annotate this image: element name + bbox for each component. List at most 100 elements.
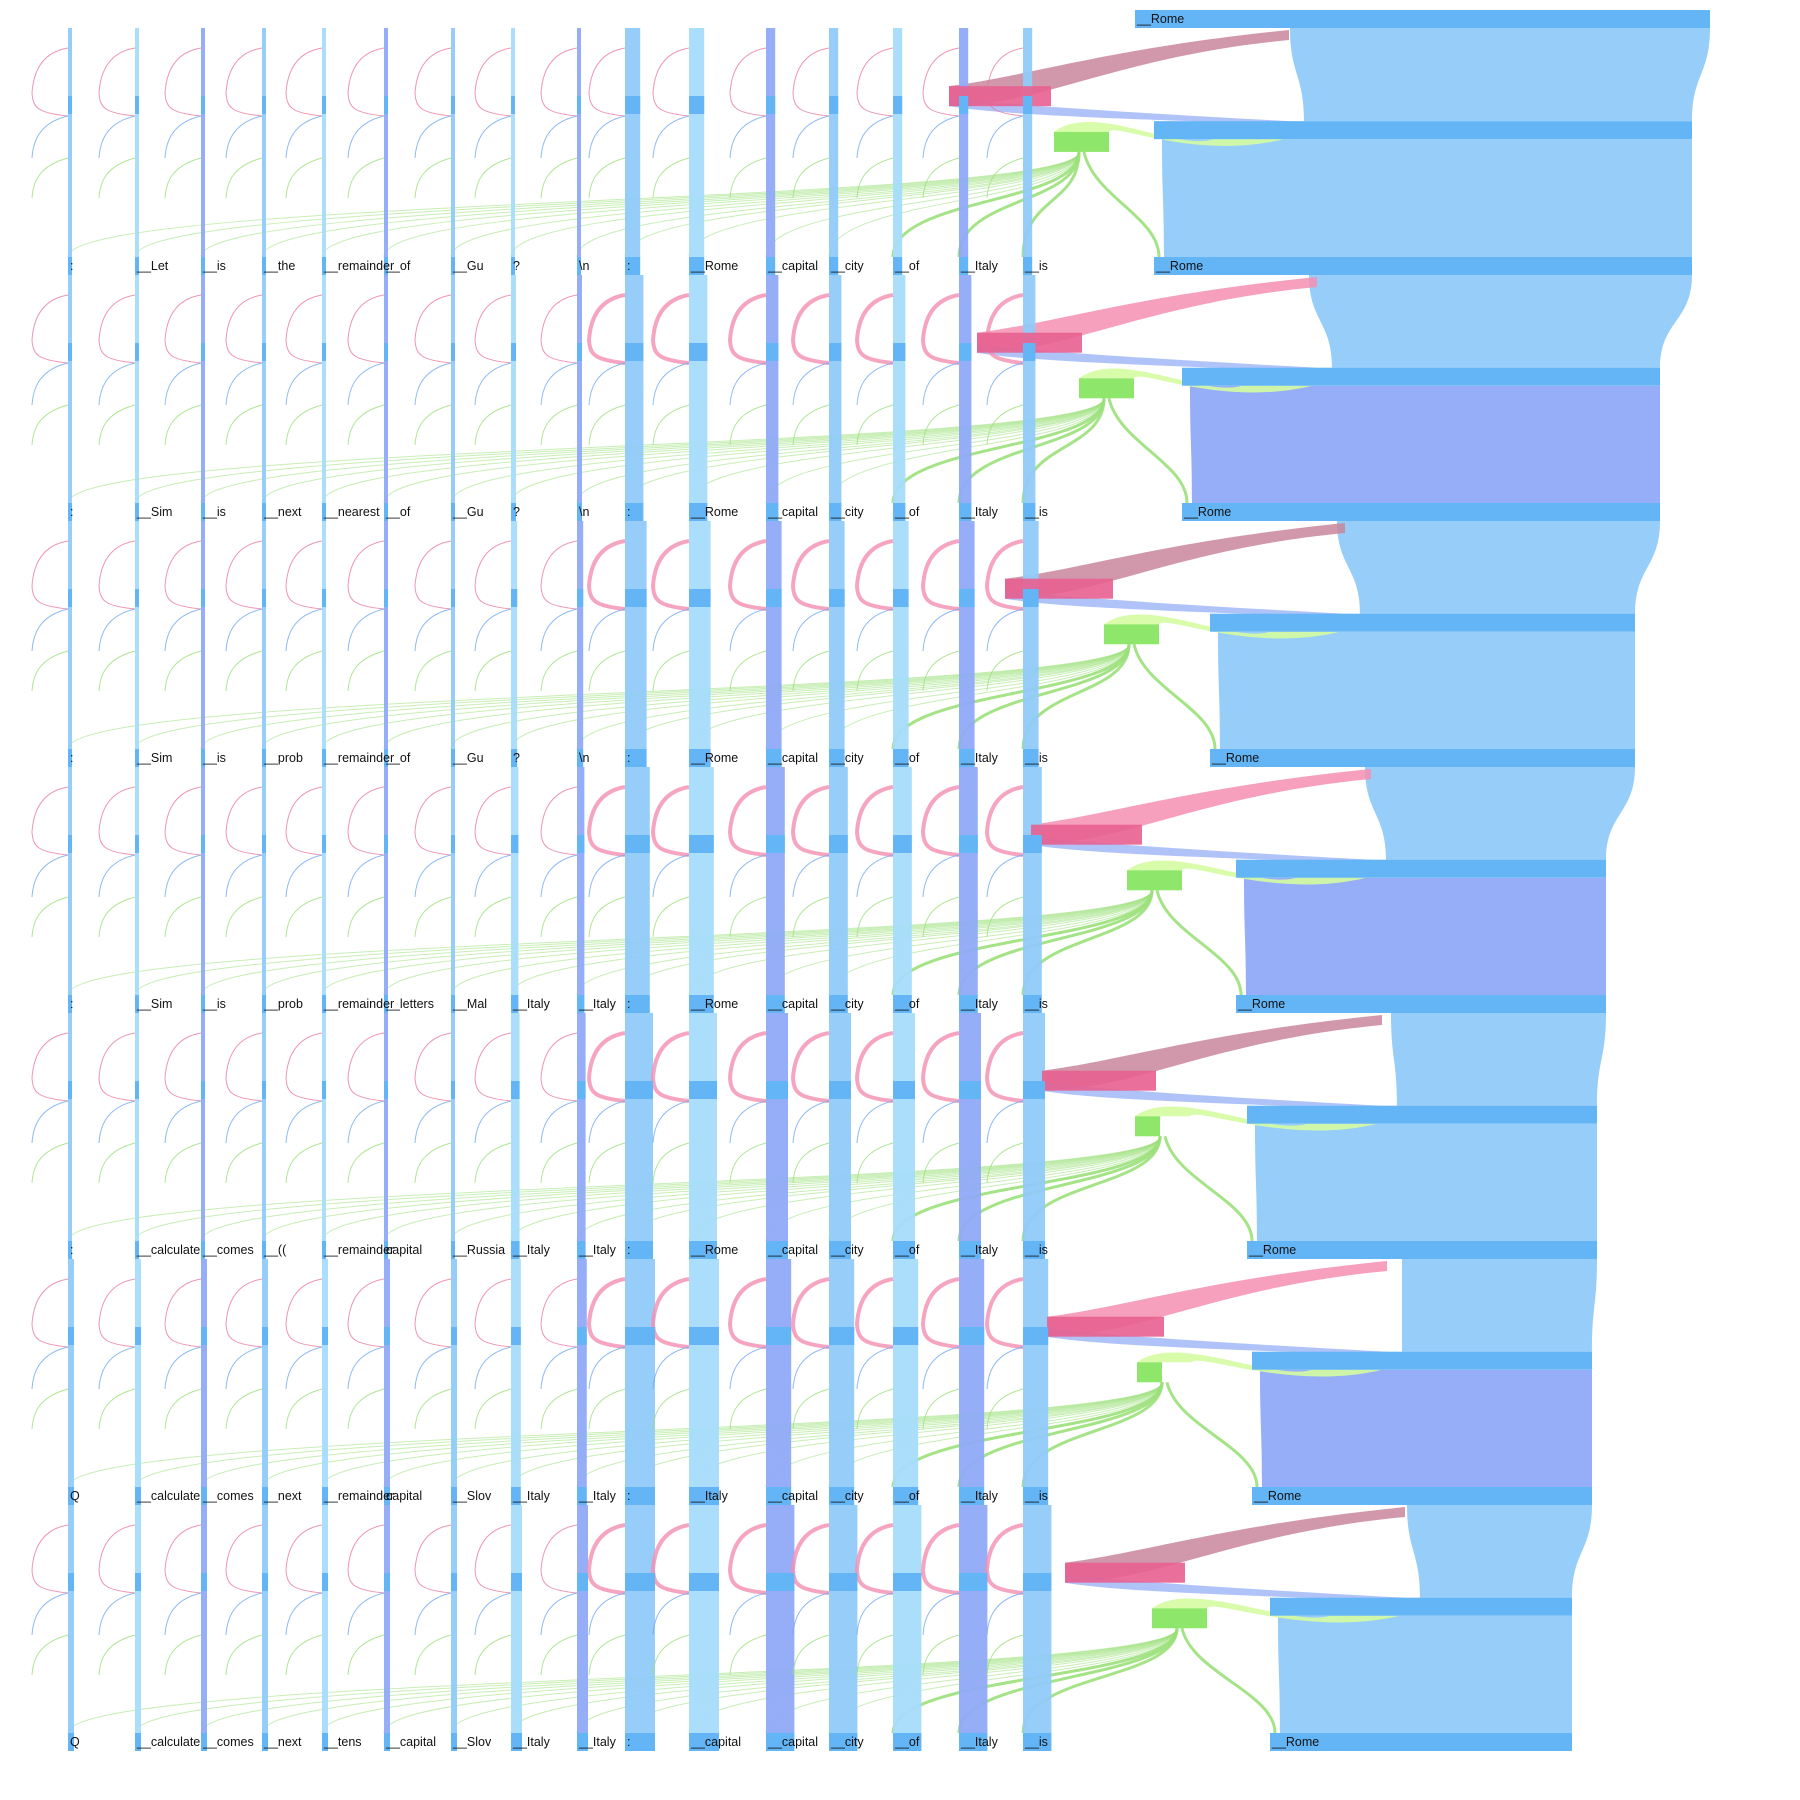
- token-attention-return: [588, 854, 626, 898]
- token-node: [511, 257, 515, 275]
- token-node: [322, 257, 326, 275]
- token-attention-curve: [922, 47, 960, 117]
- token-residual-flow: [322, 521, 326, 749]
- mlp-fanout-link: [576, 1628, 1178, 1734]
- token-node: [577, 1487, 587, 1505]
- token-residual-flow: [322, 767, 326, 995]
- token-residual-flow: [451, 1505, 457, 1733]
- token-node: [893, 995, 912, 1013]
- token-mid-node: [68, 343, 72, 361]
- token-attention-curve: [31, 1278, 69, 1348]
- token-residual-flow: [829, 1505, 858, 1733]
- token-residual-flow: [766, 1259, 792, 1487]
- token-attention-return: [540, 1346, 578, 1390]
- token-attention-curve: [474, 294, 512, 364]
- token-label: :: [70, 259, 73, 273]
- token-attention-return: [164, 1592, 202, 1636]
- token-attention-curve: [729, 47, 767, 117]
- token-attention-curve: [650, 1031, 690, 1103]
- token-residual-flow: [201, 521, 205, 749]
- token-label: __is: [1024, 259, 1048, 273]
- token-attention-curve: [347, 1032, 385, 1102]
- token-mlp-curve: [474, 404, 512, 446]
- token-attention-curve: [31, 1032, 69, 1102]
- token-mid-node: [384, 589, 388, 607]
- token-label: __of: [385, 751, 411, 765]
- output-token-node: [1182, 503, 1660, 521]
- token-attention-return: [474, 1592, 512, 1636]
- token-attention-curve: [790, 1031, 830, 1103]
- token-mid-node: [262, 343, 266, 361]
- token-label: __next: [263, 1489, 302, 1503]
- token-node: [135, 1241, 139, 1259]
- mlp-fanout-link: [1155, 889, 1243, 996]
- token-attention-return: [474, 362, 512, 406]
- token-label: __of: [894, 259, 920, 273]
- token-mid-node: [135, 589, 139, 607]
- token-mlp-curve: [652, 1388, 690, 1430]
- token-mid-node: [766, 1327, 792, 1345]
- token-residual-flow: [322, 1013, 326, 1241]
- token-mlp-curve: [347, 650, 385, 692]
- token-node: [766, 749, 782, 767]
- token-label: __is: [1024, 1243, 1048, 1257]
- mlp-fanout-link: [450, 1136, 1161, 1242]
- token-attention-return: [986, 362, 1024, 406]
- token-mid-node: [625, 1081, 653, 1099]
- token-residual-flow: [135, 28, 139, 257]
- token-attention-curve: [98, 786, 136, 856]
- token-mid-node: [511, 96, 515, 114]
- token-node: [68, 749, 72, 767]
- token-node: [577, 257, 581, 275]
- token-label: __remainder: [323, 751, 394, 765]
- token-mlp-curve: [986, 650, 1024, 692]
- token-attention-curve: [164, 786, 202, 856]
- token-residual-flow: [68, 28, 72, 257]
- token-mlp-curve: [540, 650, 578, 692]
- token-attention-curve: [920, 1277, 960, 1349]
- token-mlp-curve: [225, 1634, 263, 1676]
- mlp-fanout-link: [321, 890, 1153, 996]
- token-label: __of: [894, 1735, 920, 1749]
- token-attention-curve: [790, 1523, 830, 1595]
- token-residual-flow: [384, 767, 388, 995]
- token-label: __Italy: [512, 997, 551, 1011]
- token-mid-node: [893, 1573, 922, 1591]
- token-residual-flow: [625, 275, 644, 503]
- token-label: __comes: [202, 1243, 254, 1257]
- token-residual-flow: [577, 1259, 587, 1487]
- token-attention-curve: [225, 786, 263, 856]
- token-mid-node: [625, 589, 647, 607]
- token-mid-node: [68, 835, 72, 853]
- token-attention-return: [792, 1346, 830, 1390]
- residual-flow-mlp: [1255, 1123, 1597, 1241]
- token-node: [689, 1733, 719, 1751]
- token-residual-flow: [135, 275, 139, 503]
- token-mlp-curve: [729, 404, 767, 446]
- mlp-node: [1152, 1608, 1207, 1629]
- token-node: [766, 1733, 795, 1751]
- token-residual-flow: [959, 275, 972, 503]
- token-residual-flow: [262, 767, 266, 995]
- token-attention-curve: [225, 540, 263, 610]
- token-attention-return: [540, 1100, 578, 1144]
- mlp-fanout-link: [1163, 1135, 1254, 1242]
- token-attention-return: [540, 362, 578, 406]
- token-residual-flow: [68, 1013, 72, 1241]
- residual-node: [1252, 1351, 1592, 1370]
- token-node: [451, 1733, 457, 1751]
- mlp-fanout-link: [67, 151, 1080, 258]
- token-node: [322, 995, 326, 1013]
- token-mlp-curve: [98, 650, 136, 692]
- token-mid-node: [135, 343, 139, 361]
- token-residual-flow: [959, 521, 975, 749]
- token-node: [1023, 1487, 1049, 1505]
- residual-flow-attn: [1309, 275, 1692, 368]
- token-residual-flow: [201, 1505, 207, 1733]
- token-mlp-curve: [652, 404, 690, 446]
- token-mlp-curve: [922, 157, 960, 199]
- token-mlp-curve: [31, 404, 69, 446]
- token-attention-curve: [652, 47, 690, 117]
- token-attention-curve: [414, 47, 452, 117]
